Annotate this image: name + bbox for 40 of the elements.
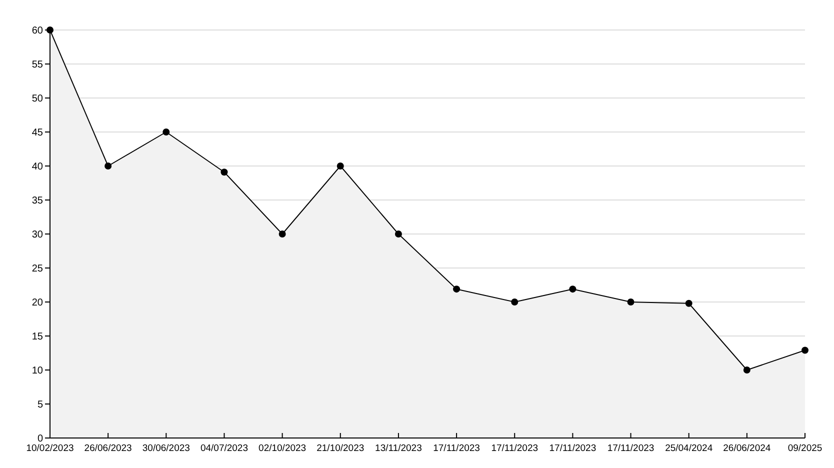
x-tick-label: 26/06/2024 <box>723 443 771 454</box>
x-tick-label: 17/11/2023 <box>491 443 538 454</box>
y-tick-label: 45 <box>32 128 44 138</box>
x-tick-label: 17/11/2023 <box>433 443 480 454</box>
point <box>511 298 518 306</box>
y-tick-label: 60 <box>32 26 44 36</box>
point <box>627 298 634 306</box>
point <box>569 286 576 293</box>
y-tick-label: 30 <box>32 230 44 240</box>
x-tick-label: 02/10/2023 <box>258 443 306 454</box>
x-tick-label: 30/06/2023 <box>142 443 190 454</box>
y-tick-label: 10 <box>32 366 44 376</box>
y-tick-label: 55 <box>32 60 44 70</box>
point <box>220 168 228 176</box>
x-tick-label: 26/06/2023 <box>84 443 132 454</box>
point <box>453 286 460 293</box>
point <box>685 300 692 307</box>
point <box>802 346 808 354</box>
x-tick-label: 17/11/2023 <box>549 443 596 454</box>
x-tick-label: 10/02/2023 <box>26 443 74 454</box>
point <box>394 230 402 238</box>
x-tick-label: 13/11/2023 <box>375 443 422 454</box>
y-tick-label: 25 <box>32 264 44 274</box>
y-tick-label: 35 <box>32 196 44 206</box>
point <box>104 162 112 170</box>
point <box>336 162 344 170</box>
y-tick-label: 5 <box>37 400 44 410</box>
x-tick-label: 17/11/2023 <box>607 443 654 454</box>
y-tick-label: 50 <box>32 94 44 104</box>
y-tick-label: 0 <box>37 434 44 444</box>
x-tick-label: 09/2025 <box>788 443 822 454</box>
x-tick-label: 04/07/2023 <box>200 443 248 454</box>
x-tick-label: 25/04/2024 <box>665 443 713 454</box>
x-tick-label: 21/10/2023 <box>316 443 364 454</box>
y-tick-label: 20 <box>32 298 44 308</box>
y-tick-label: 15 <box>32 332 44 342</box>
point <box>743 366 750 374</box>
y-tick-label: 40 <box>32 162 44 172</box>
point <box>162 128 170 136</box>
point <box>278 230 286 238</box>
